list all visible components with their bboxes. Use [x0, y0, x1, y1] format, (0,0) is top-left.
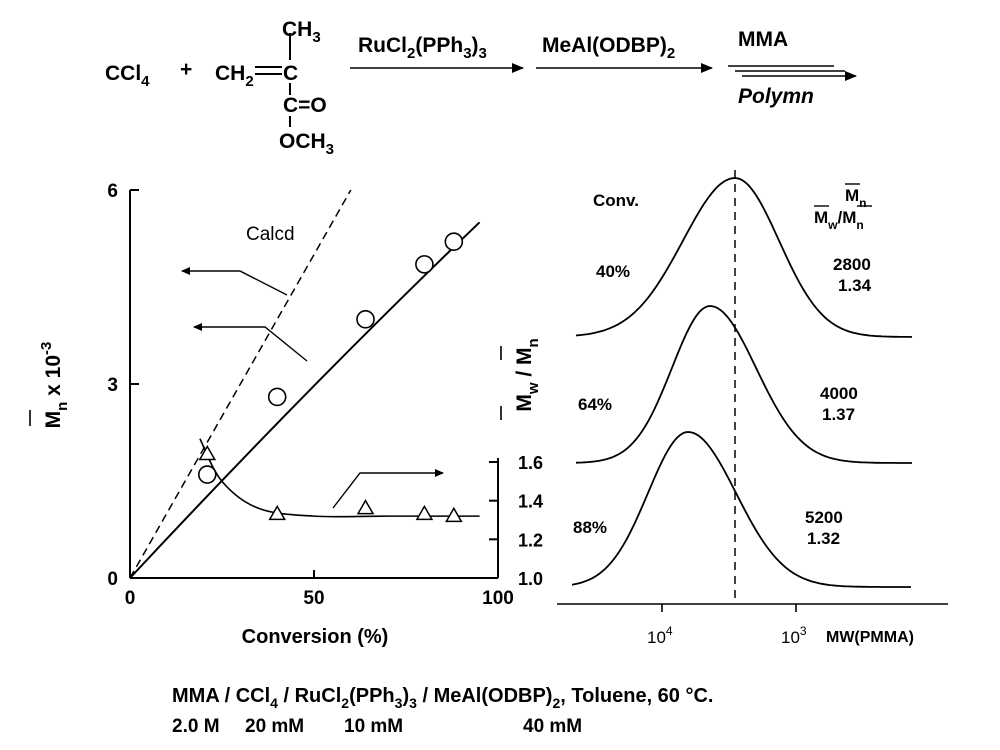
trace-pdi-value: 1.34 [838, 276, 872, 295]
trace-conv-label: 64% [578, 395, 612, 414]
gpc-traces-panel: 104 103 MW(PMMA) Conv. Mn Mw/Mn 40% 2800… [557, 170, 948, 647]
calcd-label: Calcd [246, 224, 295, 245]
mw-axis-label: MW(PMMA) [826, 629, 914, 646]
monomer-methoxy: OCH3 [279, 130, 334, 158]
gpc-trace-40 [575, 177, 913, 338]
reaction-scheme: CCl4 + CH2 C CH3 C=O OCH3 RuCl2(PPh3)3 M… [105, 18, 857, 158]
y-right-tick-label: 1.2 [518, 530, 543, 550]
axis-ticks: 0 50 100 0 3 6 1.0 1.2 1.4 1.6 [107, 181, 543, 609]
trace-conv-label: 88% [573, 518, 607, 537]
mn-data-point [197, 465, 217, 484]
trace-conv-label: 40% [596, 262, 630, 281]
pdi-data-point [268, 504, 286, 521]
mn-pointer-arrow [193, 323, 308, 362]
pdi-fit-curve [199, 438, 480, 518]
pdi-data-point [415, 504, 434, 521]
mn-data-point [415, 255, 434, 274]
mn-conversion-plot: 0 50 100 0 3 6 1.0 1.2 1.4 1.6 Conversion (%) Mn … [29, 181, 543, 648]
y-right-tick-label: 1.6 [518, 453, 543, 473]
trace-mn-value: 2800 [833, 255, 871, 274]
pdi-column-header: Mw/Mn [814, 208, 864, 232]
y-right-tick-label: 1.4 [518, 492, 543, 512]
monomer-label: MMA [738, 28, 788, 51]
pdi-data-point [356, 499, 375, 515]
gpc-trace-88 [571, 431, 911, 588]
y-left-tick-label: 6 [107, 181, 118, 202]
calcd-line [129, 189, 352, 579]
monomer-ch2: CH2 [215, 62, 254, 90]
catalyst-formula: RuCl2(PPh3)3 [358, 34, 487, 62]
y-left-tick-label: 3 [107, 375, 118, 396]
plus-sign: + [180, 58, 192, 81]
calcd-pointer-arrow [181, 267, 288, 296]
conc-catalyst: 10 mM [344, 716, 403, 737]
y-axis-right-label: Mw / Mn [513, 338, 542, 411]
polymn-label: Polymn [738, 85, 814, 108]
x-axis-label: Conversion (%) [242, 626, 389, 648]
pdi-data-point [445, 506, 463, 523]
conditions-caption: MMA / CCl4 / RuCl2(PPh3)3 / MeAl(ODBP)2,… [172, 685, 713, 737]
data-markers [197, 232, 464, 523]
conc-additive: 40 mM [523, 716, 582, 737]
x-tick-label: 0 [125, 588, 136, 609]
pdi-pointer-arrow [332, 469, 444, 509]
trace-mn-value: 4000 [820, 384, 858, 403]
trace-pdi-value: 1.32 [807, 529, 840, 548]
initiator-formula: CCl4 [105, 62, 150, 90]
pdi-data-point [198, 444, 217, 461]
monomer-central-carbon: C [283, 62, 298, 85]
y-axis-left-label: Mn x 10-3 [38, 342, 71, 429]
x-tick-label: 100 [482, 588, 514, 609]
y-left-tick-label: 0 [107, 569, 118, 590]
conv-column-header: Conv. [593, 191, 639, 210]
conditions-line: MMA / CCl4 / RuCl2(PPh3)3 / MeAl(ODBP)2,… [172, 685, 713, 711]
x-tick-label: 50 [303, 588, 324, 609]
mw-tick-label-1e3: 103 [781, 624, 807, 647]
mn-data-point [356, 310, 375, 329]
monomer-carbonyl: C=O [283, 94, 327, 117]
y-right-tick-label: 1.0 [518, 569, 543, 589]
additive-formula: MeAl(ODBP)2 [542, 34, 675, 62]
mn-data-point [267, 387, 287, 407]
monomer-methyl: CH3 [282, 18, 321, 46]
trace-mn-value: 5200 [805, 508, 843, 527]
conc-mma: 2.0 M [172, 716, 220, 737]
mn-data-point [444, 232, 464, 252]
mn-fit-line [129, 221, 481, 579]
mn-column-header: Mn [845, 186, 867, 210]
trace-pdi-value: 1.37 [822, 405, 855, 424]
mw-tick-label-1e4: 104 [647, 624, 673, 647]
conc-ccl4: 20 mM [245, 716, 304, 737]
gpc-trace-64 [575, 305, 912, 464]
